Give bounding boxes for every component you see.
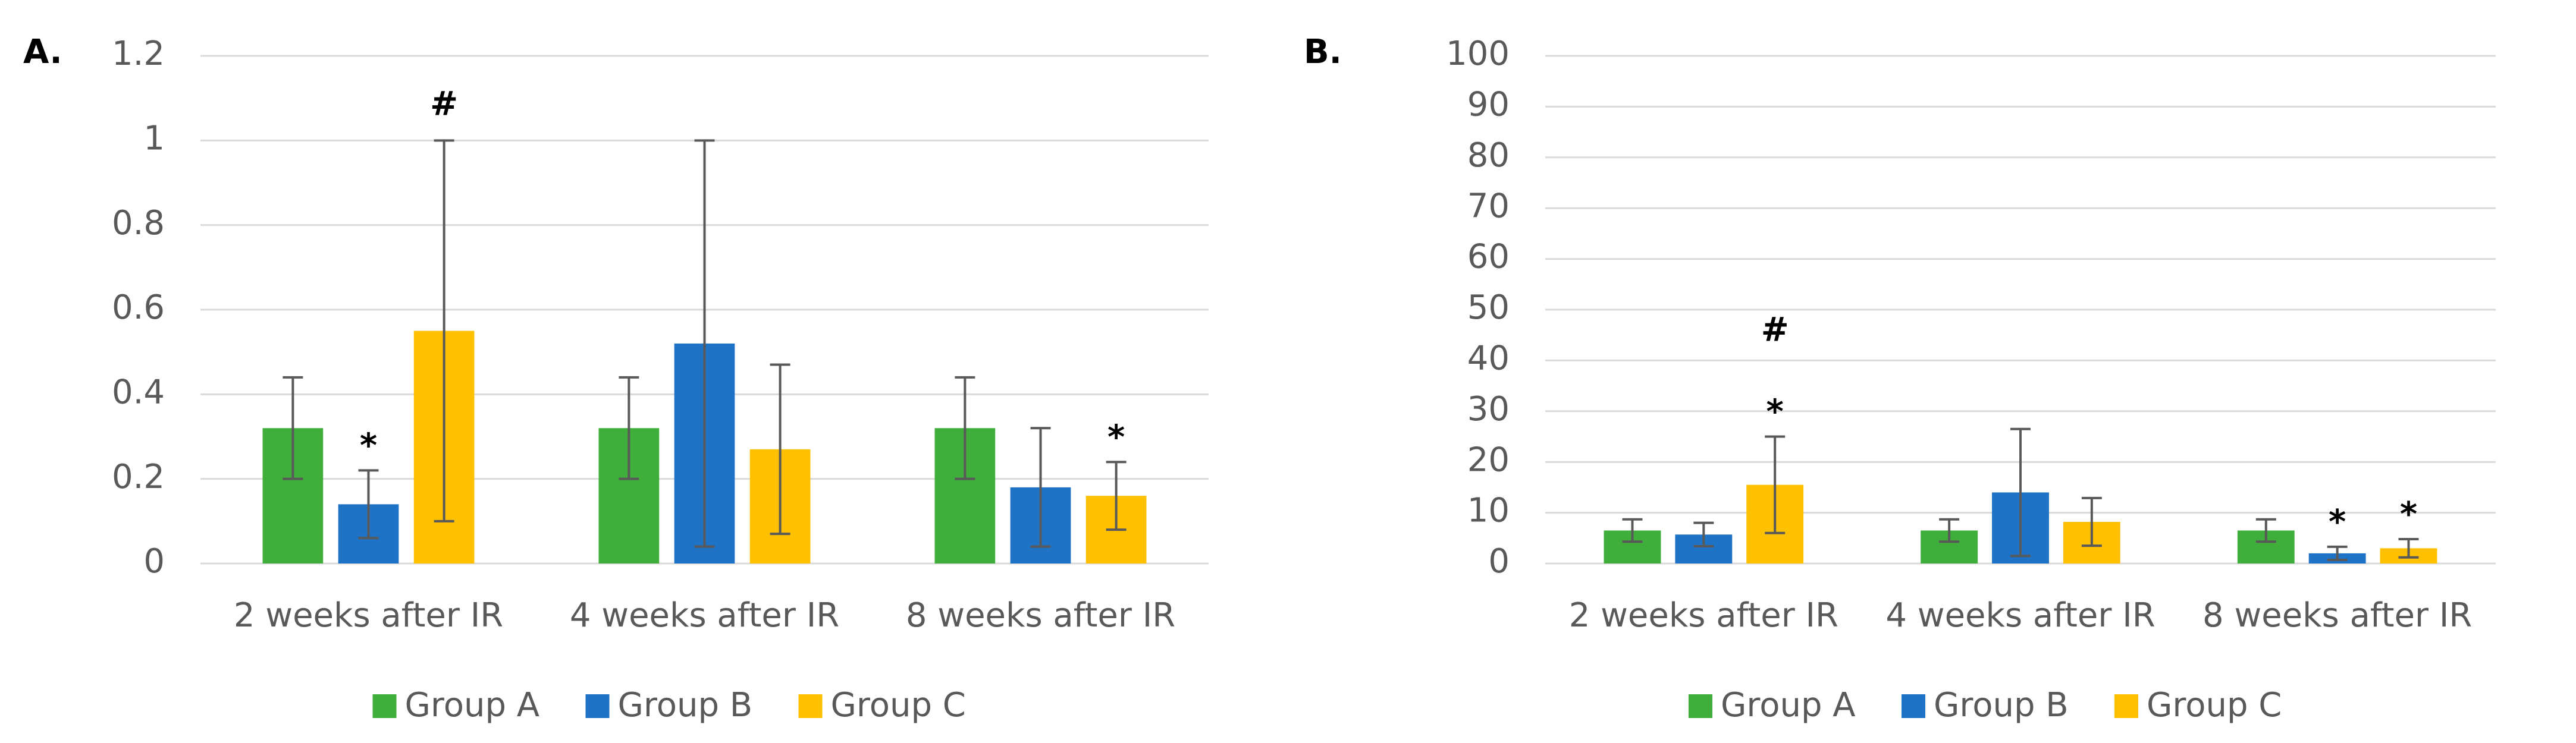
annotation: # — [1761, 311, 1789, 350]
annotation: # — [430, 84, 458, 123]
error-bar — [1622, 518, 1643, 543]
error-bar — [1106, 461, 1127, 531]
legend-swatch — [1689, 694, 1712, 718]
error-bar — [2255, 518, 2276, 543]
error-bar — [1030, 427, 1051, 548]
annotation: * — [1767, 393, 1784, 432]
annotation: * — [2329, 503, 2346, 541]
y-tick-label: 60 — [1467, 238, 1510, 276]
legend-swatch — [798, 694, 823, 718]
x-tick-label: 2 weeks after IR — [234, 596, 503, 635]
panel-label: A. — [23, 33, 62, 71]
panel-label: B. — [1304, 33, 1342, 71]
y-tick-label: 70 — [1467, 187, 1510, 225]
y-tick-label: 20 — [1467, 440, 1510, 479]
error-bar — [358, 469, 379, 540]
y-tick-label: 10 — [1467, 492, 1510, 530]
y-tick-label: 50 — [1467, 288, 1510, 327]
annotation: * — [360, 427, 377, 465]
error-bar — [283, 376, 303, 480]
legend-swatch — [1902, 694, 1925, 718]
y-tick-label: 0 — [143, 542, 165, 581]
error-bar — [2327, 545, 2348, 562]
legend-swatch — [585, 694, 610, 718]
y-tick-label: 80 — [1467, 136, 1510, 175]
legend-label: Group B — [1934, 686, 2069, 725]
legend-swatch — [372, 694, 397, 718]
error-bar — [434, 139, 454, 522]
legend-label: Group B — [618, 686, 753, 725]
error-bar — [770, 363, 790, 536]
annotation: * — [1107, 418, 1125, 456]
error-bar — [619, 376, 639, 480]
error-bar — [2398, 538, 2419, 559]
error-bar — [1693, 521, 1714, 547]
y-tick-label: 0.4 — [112, 373, 165, 411]
error-bar — [694, 139, 715, 548]
error-bar — [955, 376, 975, 480]
y-tick-label: 1.2 — [112, 34, 165, 73]
y-tick-label: 0.2 — [112, 458, 165, 496]
y-tick-label: 90 — [1467, 86, 1510, 124]
y-tick-label: 30 — [1467, 390, 1510, 429]
y-tick-label: 100 — [1446, 34, 1510, 73]
legend-label: Group C — [2147, 686, 2282, 725]
x-tick-label: 4 weeks after IR — [570, 596, 839, 635]
x-tick-label: 8 weeks after IR — [2202, 596, 2472, 635]
error-bar — [1939, 518, 1960, 543]
x-tick-label: 2 weeks after IR — [1569, 596, 1838, 635]
error-bar — [1765, 435, 1786, 534]
legend-label: Group C — [831, 686, 966, 725]
annotation: * — [2400, 495, 2417, 534]
x-tick-label: 8 weeks after IR — [906, 596, 1175, 635]
y-tick-label: 40 — [1467, 339, 1510, 378]
legend-label: Group A — [1721, 686, 1856, 725]
legend-label: Group A — [405, 686, 540, 725]
y-tick-label: 0.6 — [112, 288, 165, 327]
y-tick-label: 0 — [1488, 542, 1510, 581]
y-tick-label: 1 — [143, 119, 165, 158]
error-bar — [2081, 496, 2102, 547]
y-tick-label: 0.8 — [112, 204, 165, 243]
error-bar — [2010, 427, 2031, 558]
legend-swatch — [2114, 694, 2138, 718]
x-tick-label: 4 weeks after IR — [1885, 596, 2155, 635]
